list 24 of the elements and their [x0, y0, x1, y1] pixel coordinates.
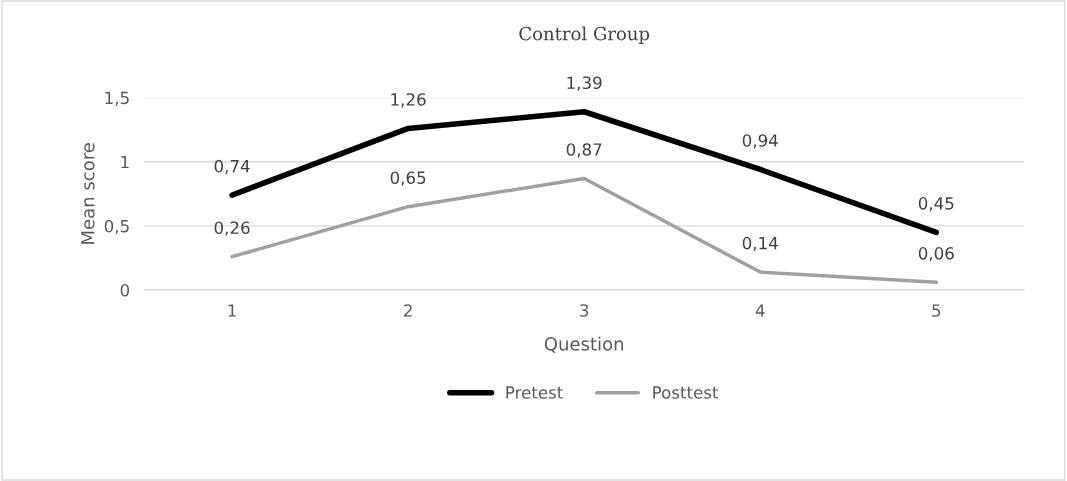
x-tick-label: 4	[755, 304, 765, 317]
x-tick-label: 2	[404, 304, 412, 317]
data-label: 1,26	[391, 93, 426, 108]
data-label: 1,39	[567, 76, 602, 91]
legend-label: Posttest	[653, 386, 719, 399]
data-label: 0,14	[742, 236, 778, 252]
data-label: 0,94	[742, 134, 778, 149]
x-axis-title: Question	[544, 336, 624, 353]
y-tick-label: 0,5	[104, 219, 129, 235]
data-label: 0,06	[918, 247, 954, 262]
chart-title: Control Group	[519, 26, 650, 44]
data-label: 0,87	[566, 143, 602, 158]
y-tick-label: 1,5	[105, 91, 129, 106]
data-label: 0,74	[214, 159, 250, 175]
x-tick-label: 3	[580, 304, 589, 317]
data-label: 0,26	[214, 221, 250, 236]
data-label: 0,45	[918, 197, 954, 212]
data-label: 0,65	[390, 171, 426, 186]
y-axis-title: Mean score	[81, 143, 95, 244]
legend-label: Pretest	[506, 386, 563, 399]
y-tick-label: 1	[121, 155, 129, 169]
y-tick-label: 0	[120, 284, 130, 297]
x-tick-label: 5	[932, 304, 941, 317]
x-tick-label: 1	[228, 304, 236, 317]
